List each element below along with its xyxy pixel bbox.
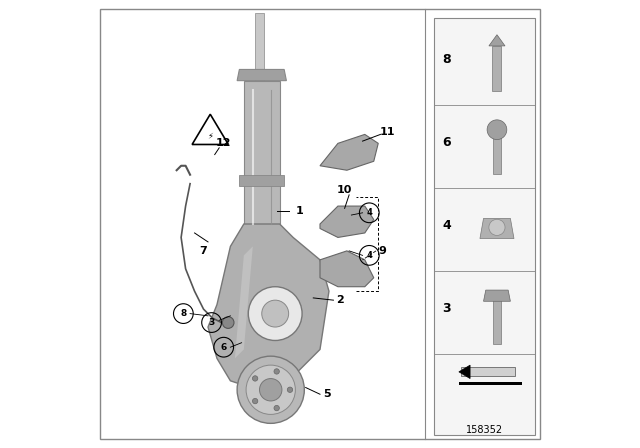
Text: 8: 8	[442, 53, 451, 66]
Circle shape	[252, 376, 258, 381]
Polygon shape	[320, 206, 374, 237]
Text: 8: 8	[180, 309, 186, 318]
Text: 10: 10	[337, 185, 353, 195]
Circle shape	[274, 405, 280, 411]
Text: 1: 1	[296, 206, 304, 215]
Circle shape	[237, 356, 305, 423]
Text: 3: 3	[209, 318, 214, 327]
Text: 11: 11	[380, 127, 395, 137]
Polygon shape	[235, 246, 253, 358]
Text: 3: 3	[442, 302, 451, 314]
Text: ⚡: ⚡	[207, 132, 213, 141]
Polygon shape	[244, 81, 280, 246]
Text: 4: 4	[366, 251, 372, 260]
Text: 4: 4	[442, 219, 451, 232]
Circle shape	[222, 317, 234, 328]
Circle shape	[248, 287, 302, 340]
Text: 158352: 158352	[466, 425, 503, 435]
Text: 12: 12	[216, 138, 232, 148]
Bar	[493, 134, 500, 174]
Text: 6: 6	[442, 136, 451, 149]
Polygon shape	[237, 69, 287, 81]
Text: 9: 9	[379, 246, 387, 256]
Text: 5: 5	[323, 389, 330, 399]
Bar	[459, 382, 522, 385]
Circle shape	[489, 220, 505, 236]
Polygon shape	[320, 134, 378, 170]
Circle shape	[262, 300, 289, 327]
Bar	[493, 46, 502, 91]
Text: 7: 7	[200, 246, 207, 256]
Polygon shape	[461, 367, 515, 376]
Polygon shape	[239, 175, 284, 186]
Polygon shape	[208, 224, 329, 390]
Circle shape	[246, 365, 296, 414]
Polygon shape	[484, 290, 511, 302]
Polygon shape	[480, 219, 514, 239]
Polygon shape	[320, 251, 374, 287]
FancyBboxPatch shape	[100, 9, 540, 439]
Circle shape	[487, 120, 507, 140]
Circle shape	[274, 369, 280, 374]
Text: 2: 2	[336, 295, 344, 305]
Circle shape	[252, 398, 258, 404]
Polygon shape	[192, 114, 228, 145]
Circle shape	[287, 387, 292, 392]
Text: 6: 6	[221, 343, 227, 352]
Bar	[493, 299, 500, 344]
Circle shape	[260, 379, 282, 401]
Polygon shape	[459, 365, 470, 379]
FancyBboxPatch shape	[435, 18, 535, 435]
Text: 4: 4	[366, 208, 372, 217]
Polygon shape	[255, 13, 264, 81]
Polygon shape	[489, 35, 505, 46]
